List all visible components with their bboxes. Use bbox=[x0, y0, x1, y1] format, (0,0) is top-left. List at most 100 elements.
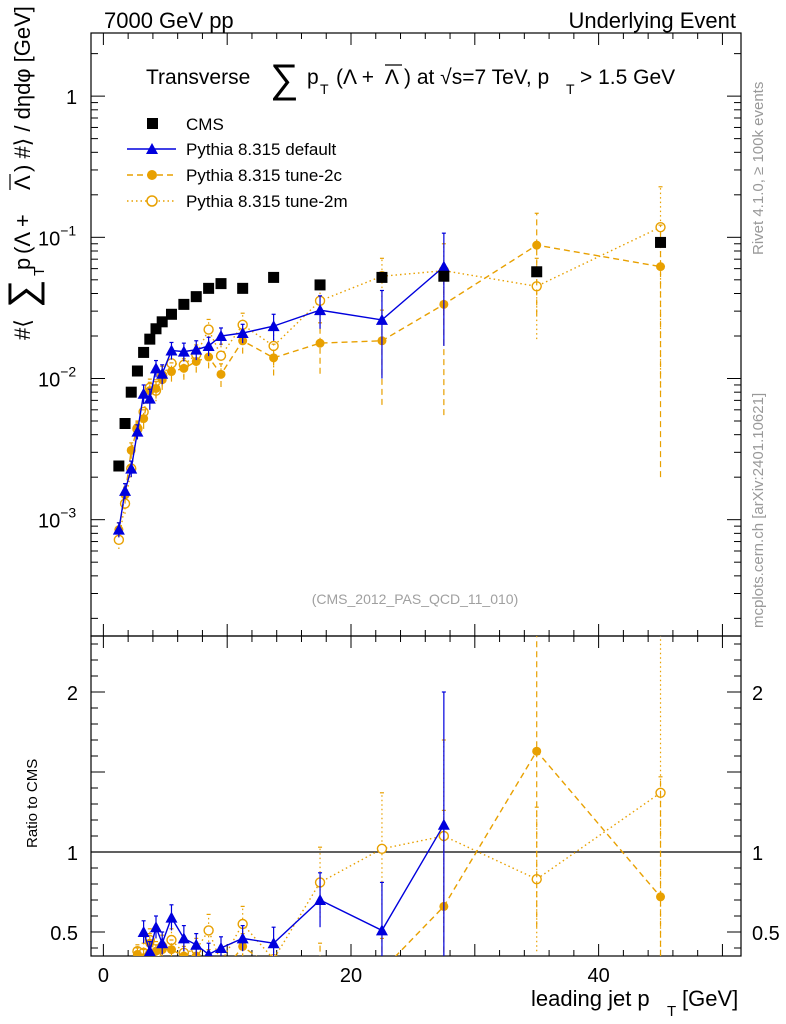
series-pythia-8-315-default bbox=[112, 232, 450, 538]
ratio-point bbox=[190, 938, 203, 950]
svg-text:) at √s=7 TeV, p: ) at √s=7 TeV, p bbox=[404, 66, 549, 89]
svg-text:T: T bbox=[566, 81, 575, 97]
data-point bbox=[119, 484, 132, 496]
data-point bbox=[177, 345, 190, 357]
data-point bbox=[203, 282, 215, 294]
svg-text:Transverse: Transverse bbox=[146, 66, 250, 89]
ratio-y-axis-label: Ratio to CMS bbox=[24, 759, 41, 848]
data-point bbox=[156, 367, 169, 379]
ratio-point bbox=[236, 932, 249, 944]
ratio-point bbox=[165, 911, 178, 923]
ratio-point bbox=[156, 937, 169, 949]
svg-text:> 1.5 GeV: > 1.5 GeV bbox=[580, 66, 675, 89]
svg-text:Pythia 8.315 default: Pythia 8.315 default bbox=[186, 140, 337, 159]
x-tick-label: 20 bbox=[340, 965, 362, 987]
data-point bbox=[113, 460, 125, 472]
svg-text:T: T bbox=[667, 1003, 676, 1020]
ratio-pythia-8-315-tune-2m bbox=[132, 636, 666, 956]
analysis-watermark: (CMS_2012_PAS_QCD_11_010) bbox=[312, 591, 519, 607]
ratio-point bbox=[656, 892, 666, 902]
data-point bbox=[151, 383, 161, 393]
data-point bbox=[119, 417, 131, 429]
svg-text:p: p bbox=[10, 258, 35, 270]
ratio-tick-label-right: 2 bbox=[752, 683, 763, 705]
y-tick-label: 10−3 bbox=[38, 505, 76, 533]
legend-item-cms: CMS bbox=[147, 115, 224, 134]
svg-text:(Λ +: (Λ + bbox=[336, 66, 374, 89]
data-point bbox=[656, 262, 666, 272]
ratio-line bbox=[137, 792, 661, 956]
x-tick-label: 40 bbox=[587, 965, 609, 987]
series-line bbox=[118, 244, 661, 530]
data-point bbox=[139, 414, 149, 424]
data-point bbox=[437, 260, 450, 272]
series-pythia-8-315-tune-2c bbox=[114, 212, 666, 538]
data-point bbox=[215, 350, 227, 361]
data-point bbox=[376, 271, 388, 283]
data-point bbox=[150, 362, 162, 374]
legend-item-pythia-tune-2m: Pythia 8.315 tune-2m bbox=[127, 192, 348, 211]
data-point bbox=[112, 523, 125, 535]
data-point bbox=[178, 298, 190, 310]
ratio-tick-label-right: 1 bbox=[752, 843, 763, 865]
data-point bbox=[237, 282, 249, 294]
ratio-line bbox=[142, 824, 445, 956]
ratio-point bbox=[179, 951, 189, 956]
svg-text:∑: ∑ bbox=[270, 57, 299, 101]
svg-text:(Λ +: (Λ + bbox=[10, 214, 35, 254]
data-point bbox=[156, 316, 168, 328]
main-panel-marks bbox=[112, 186, 667, 549]
ratio-tick-label: 1 bbox=[67, 843, 78, 865]
x-axis-label: leading jet p T [GeV] bbox=[531, 986, 738, 1020]
data-point bbox=[190, 291, 202, 303]
series-cms bbox=[113, 236, 667, 472]
ratio-point bbox=[177, 932, 190, 944]
data-point bbox=[204, 352, 214, 362]
data-point bbox=[125, 386, 137, 398]
ratio-point bbox=[150, 921, 162, 933]
data-point bbox=[165, 308, 177, 320]
data-point bbox=[203, 324, 214, 335]
svg-text:#⟨: #⟨ bbox=[10, 319, 35, 340]
svg-text:Pythia 8.315 tune-2c: Pythia 8.315 tune-2c bbox=[186, 166, 342, 185]
data-point bbox=[216, 369, 226, 379]
legend-item-pythia-tune-2c: Pythia 8.315 tune-2c bbox=[127, 166, 342, 185]
ratio-point bbox=[375, 924, 388, 936]
ratio-point bbox=[437, 818, 450, 830]
ratio-panel-marks bbox=[132, 636, 666, 980]
ratio-point bbox=[377, 966, 386, 975]
ratio-point bbox=[143, 945, 156, 956]
ratio-pythia-8-315-default bbox=[137, 691, 450, 956]
data-point bbox=[375, 313, 388, 325]
chart-title: Transverse ∑ p T (Λ + Λ ) at √s=7 TeV, p… bbox=[146, 57, 675, 101]
ratio-point bbox=[532, 746, 542, 756]
legend: CMS Pythia 8.315 default Pythia 8.315 tu… bbox=[127, 115, 348, 211]
ratio-point bbox=[137, 926, 150, 937]
ratio-point bbox=[316, 958, 325, 967]
svg-text:Λ: Λ bbox=[10, 175, 35, 190]
ratio-point bbox=[217, 971, 226, 980]
data-point bbox=[190, 343, 203, 355]
series-line bbox=[118, 226, 661, 540]
data-point bbox=[438, 270, 450, 282]
data-point bbox=[179, 363, 189, 373]
svg-text:leading jet p: leading jet p bbox=[531, 986, 650, 1011]
data-point bbox=[125, 462, 138, 474]
data-point bbox=[655, 236, 667, 248]
series-pythia-8-315-tune-2m bbox=[113, 186, 666, 549]
svg-text:∑: ∑ bbox=[1, 279, 45, 308]
svg-text:) #⟩ / dηdφ [GeV]: ) #⟩ / dηdφ [GeV] bbox=[10, 6, 35, 172]
data-point bbox=[144, 333, 156, 345]
data-point bbox=[202, 339, 215, 351]
ratio-tick-label: 2 bbox=[67, 683, 78, 705]
y-tick-label: 10−2 bbox=[38, 363, 76, 391]
svg-text:Pythia 8.315 tune-2m: Pythia 8.315 tune-2m bbox=[186, 192, 348, 211]
svg-text:T: T bbox=[31, 267, 48, 276]
ratio-point bbox=[314, 894, 327, 905]
y-axis-label: #⟨ ∑ p T (Λ + Λ ) #⟩ / dηdφ [GeV] bbox=[1, 6, 48, 340]
header-right: Underlying Event bbox=[568, 8, 736, 33]
data-point bbox=[269, 353, 279, 363]
data-point bbox=[137, 387, 150, 399]
data-point bbox=[131, 425, 144, 437]
